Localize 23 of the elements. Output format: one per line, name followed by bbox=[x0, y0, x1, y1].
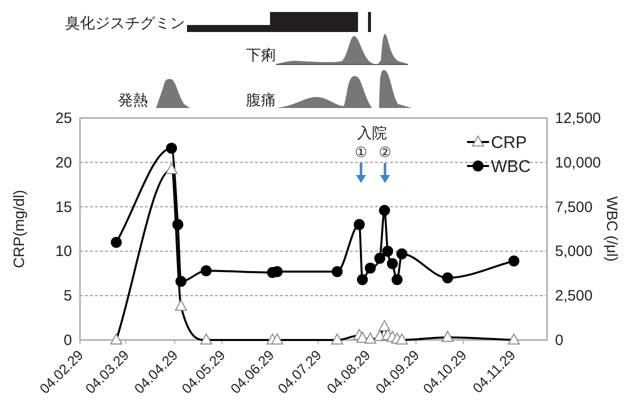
text: 腹痛 bbox=[246, 92, 276, 109]
y2-tick-label: 5,000 bbox=[555, 243, 593, 260]
y-tick-label: 0 bbox=[64, 332, 72, 349]
legend-label: WBC bbox=[491, 157, 531, 176]
text: 下痢 bbox=[246, 47, 276, 64]
y-axis-title: CRP(mg/dl) bbox=[11, 190, 28, 268]
y-tick-label: 5 bbox=[64, 288, 72, 305]
text: 発熱 bbox=[118, 92, 148, 109]
annotation: ② bbox=[378, 144, 392, 160]
text: 臭化ジスチグミン bbox=[65, 15, 185, 32]
y2-axis-title: WBC (/μl) bbox=[603, 196, 620, 262]
y-tick-label: 20 bbox=[55, 154, 72, 172]
y2-tick-label: 0 bbox=[555, 332, 564, 349]
y2-tick-label: 10,000 bbox=[555, 154, 601, 172]
y2-tick-label: 2,500 bbox=[555, 288, 593, 305]
y-tick-label: 15 bbox=[55, 198, 72, 216]
y-tick-label: 25 bbox=[55, 110, 72, 127]
annotation: 入院 bbox=[357, 125, 387, 142]
legend-label: CRP bbox=[491, 133, 527, 152]
y2-tick-label: 12,500 bbox=[555, 110, 601, 127]
annotation: ① bbox=[354, 144, 368, 160]
y2-tick-label: 7,500 bbox=[555, 198, 593, 216]
y-tick-label: 10 bbox=[55, 243, 72, 260]
